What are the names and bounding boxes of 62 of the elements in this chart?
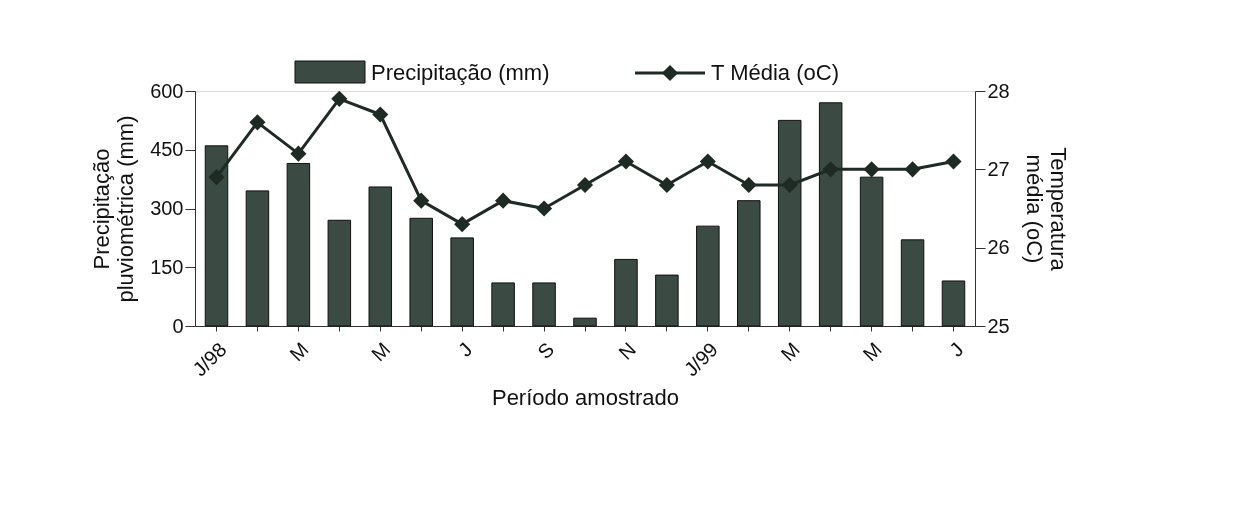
y-tick-label: 450	[150, 138, 184, 161]
point	[740, 176, 757, 194]
x-tick-label: S	[533, 338, 559, 364]
bar	[655, 274, 679, 327]
point	[863, 161, 880, 178]
x-tick-label: J/99	[679, 338, 722, 381]
bar	[941, 280, 966, 327]
y-tick-label: 300	[150, 197, 184, 219]
x-tick-label: M	[858, 338, 886, 366]
x-tick-label: J/98	[188, 338, 231, 381]
bar	[286, 162, 311, 327]
y2-tick-label: 28	[987, 79, 1010, 102]
point	[413, 192, 430, 209]
x-tick-label: J	[453, 338, 477, 361]
bar	[614, 258, 638, 327]
point	[249, 114, 266, 131]
bar	[737, 200, 761, 327]
legend-label: Precipitação (mm)	[371, 60, 550, 85]
y-tick-label: 150	[150, 255, 184, 278]
point	[617, 153, 635, 170]
bar	[368, 186, 393, 327]
point	[290, 145, 307, 162]
y-tick-label: 600	[150, 79, 184, 102]
bar	[777, 119, 802, 327]
bar	[900, 239, 925, 327]
bar	[532, 282, 556, 327]
legend-label: T Média (oC)	[711, 60, 839, 85]
bar	[409, 217, 433, 327]
point	[822, 161, 839, 178]
point	[576, 176, 594, 194]
y2-axis-title: Temperatura média (oC)	[1021, 147, 1071, 272]
x-tick-label: J	[945, 338, 968, 361]
y2-tick-label: 25	[987, 314, 1010, 337]
bar	[573, 317, 597, 327]
bar	[204, 145, 229, 327]
point	[331, 90, 348, 107]
y-tick-label: 0	[172, 314, 184, 337]
point	[454, 216, 471, 233]
bar	[696, 225, 720, 327]
bar	[327, 219, 352, 327]
bar	[450, 237, 474, 327]
x-tick-label: N	[614, 338, 641, 364]
bar	[491, 282, 515, 327]
point	[208, 169, 225, 186]
x-tick-label: M	[776, 338, 804, 366]
x-tick-label: M	[285, 338, 313, 366]
point	[945, 153, 962, 170]
y2-tick-label: 26	[987, 236, 1010, 259]
x-axis-title: Período amostrado	[491, 385, 680, 411]
point	[658, 176, 675, 194]
point	[781, 176, 798, 194]
bar	[245, 190, 270, 327]
x-tick-label: M	[367, 338, 395, 366]
point	[699, 153, 716, 170]
bar	[818, 102, 843, 327]
y2-tick-label: 27	[987, 157, 1010, 180]
bar	[859, 176, 884, 327]
point	[535, 200, 553, 217]
point	[495, 192, 512, 209]
y-axis-title: Precipitação pluviométrica (mm)	[89, 115, 139, 303]
point	[372, 106, 389, 123]
point	[904, 161, 921, 178]
